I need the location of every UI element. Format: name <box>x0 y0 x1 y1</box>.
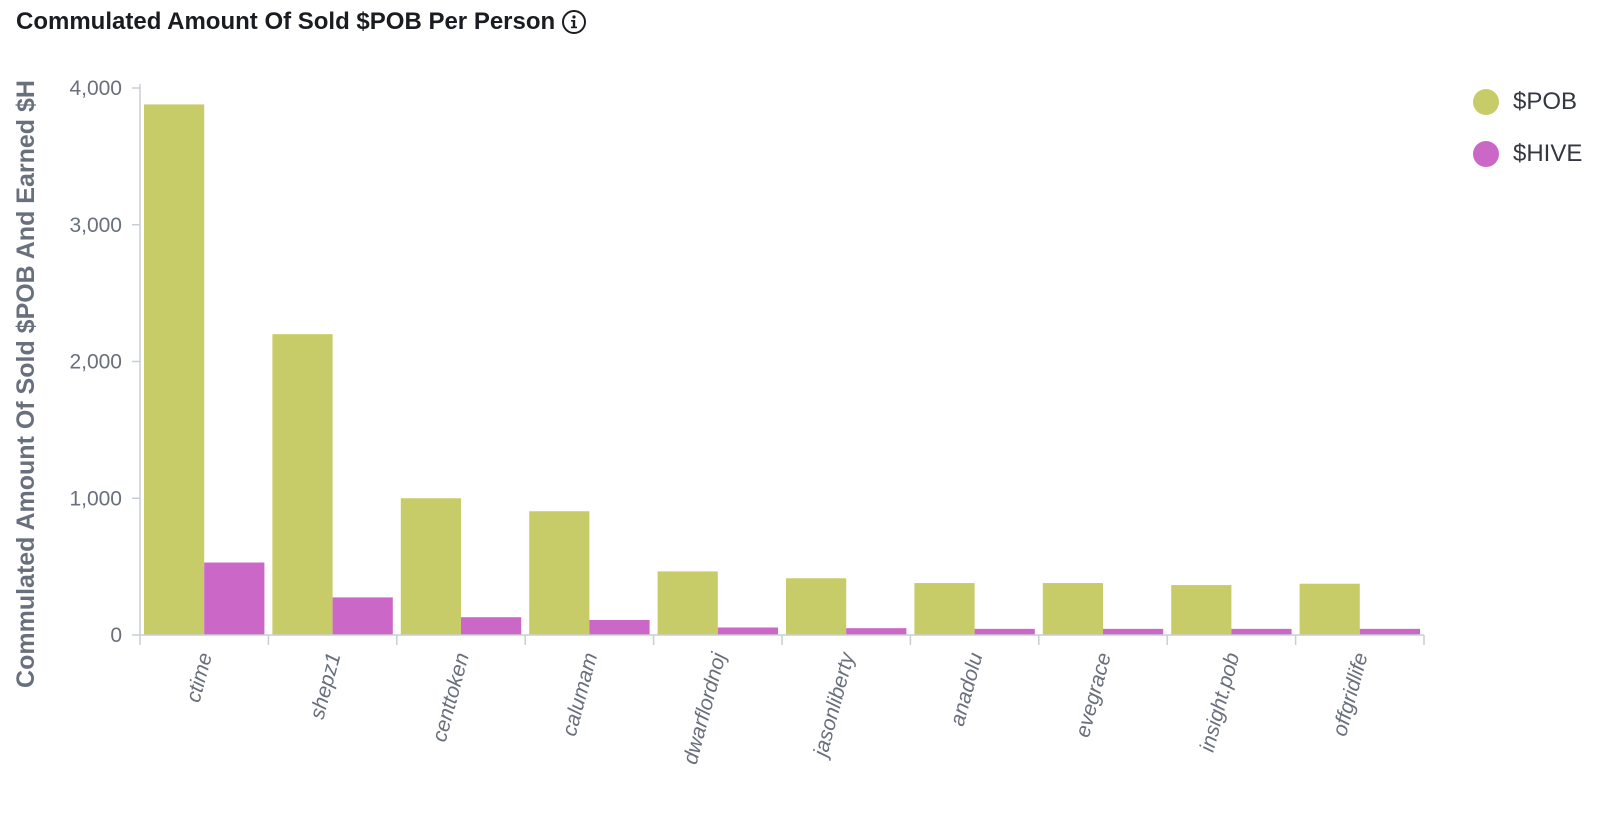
chart-legend: $POB $HIVE <box>1473 76 1603 180</box>
bar-hive-evegrace[interactable] <box>1103 628 1164 635</box>
bar-hive-shepz1[interactable] <box>332 597 393 635</box>
bar-pob-evegrace[interactable] <box>1042 583 1103 635</box>
legend-label-pob: $POB <box>1513 88 1578 115</box>
bar-pob-jasonliberty[interactable] <box>786 578 847 635</box>
info-icon[interactable] <box>561 9 587 35</box>
x-tick-label-jasonliberty: jasonliberty <box>809 649 860 762</box>
x-tick-label-insight.pob: insight.pob <box>1196 650 1245 754</box>
y-tick-label: 3,000 <box>69 214 122 237</box>
x-tick-label-evegrace: evegrace <box>1071 650 1116 739</box>
legend-label-hive: $HIVE <box>1513 140 1583 167</box>
x-tick-label-dwarflordnoj: dwarflordnoj <box>679 649 731 767</box>
bar-hive-anadolu[interactable] <box>974 628 1035 635</box>
legend-item-hive[interactable]: $HIVE <box>1473 128 1603 180</box>
bar-hive-dwarflordnoj[interactable] <box>717 627 778 635</box>
x-tick-label-shepz1: shepz1 <box>306 650 346 721</box>
legend-item-pob[interactable]: $POB <box>1473 76 1603 128</box>
bar-pob-calumam[interactable] <box>529 511 590 635</box>
x-tick-label-ctime: ctime <box>182 650 217 704</box>
panel-header: Commulated Amount Of Sold $POB Per Perso… <box>16 8 587 36</box>
x-tick-label-centtoken: centtoken <box>428 650 474 744</box>
bar-hive-offgridlife[interactable] <box>1359 628 1420 635</box>
legend-swatch-pob <box>1473 89 1499 115</box>
bar-pob-insight.pob[interactable] <box>1171 585 1232 635</box>
y-axis-title: Commulated Amount Of Sold $POB And Earne… <box>12 80 40 688</box>
bar-pob-ctime[interactable] <box>144 104 205 635</box>
y-tick-label: 0 <box>110 624 122 647</box>
bar-pob-anadolu[interactable] <box>914 583 975 635</box>
x-tick-label-anadolu: anadolu <box>946 650 988 728</box>
x-tick-label-offgridlife: offgridlife <box>1328 650 1372 738</box>
bar-hive-centtoken[interactable] <box>461 617 522 635</box>
bar-hive-jasonliberty[interactable] <box>846 628 907 635</box>
legend-swatch-hive <box>1473 141 1499 167</box>
bar-pob-offgridlife[interactable] <box>1299 583 1360 635</box>
bar-pob-shepz1[interactable] <box>272 334 333 635</box>
y-tick-label: 2,000 <box>69 351 122 374</box>
bar-hive-ctime[interactable] <box>204 562 265 635</box>
bar-hive-insight.pob[interactable] <box>1231 628 1292 635</box>
bar-hive-calumam[interactable] <box>589 619 650 635</box>
y-tick-label: 1,000 <box>69 487 122 510</box>
chart-title: Commulated Amount Of Sold $POB Per Perso… <box>16 8 556 35</box>
bar-pob-dwarflordnoj[interactable] <box>657 571 718 635</box>
x-tick-label-calumam: calumam <box>558 650 602 738</box>
bar-pob-centtoken[interactable] <box>400 498 461 635</box>
y-tick-label: 4,000 <box>69 77 122 100</box>
